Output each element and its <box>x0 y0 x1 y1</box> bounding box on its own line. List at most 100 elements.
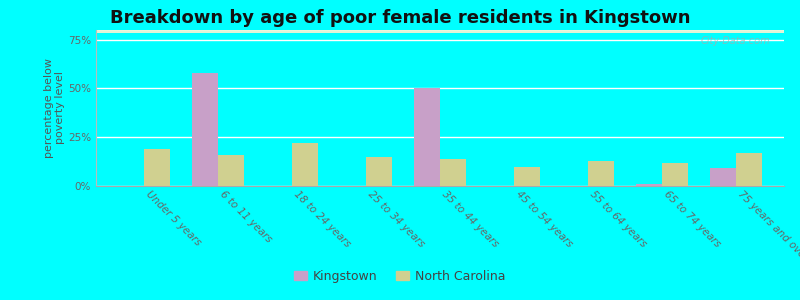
Bar <box>96 31 784 32</box>
Bar <box>440 159 466 186</box>
Bar <box>96 31 784 32</box>
Bar <box>96 30 784 32</box>
Text: Breakdown by age of poor female residents in Kingstown: Breakdown by age of poor female resident… <box>110 9 690 27</box>
Bar <box>96 30 784 32</box>
Bar <box>514 167 540 186</box>
Bar <box>96 30 784 31</box>
Bar <box>96 31 784 33</box>
Bar <box>96 32 784 33</box>
Bar <box>96 31 784 32</box>
Bar <box>96 30 784 32</box>
Bar <box>96 31 784 32</box>
Bar <box>96 32 784 33</box>
Bar <box>96 31 784 32</box>
Bar <box>96 31 784 32</box>
Bar <box>414 88 440 186</box>
Bar <box>96 31 784 33</box>
Bar <box>96 31 784 33</box>
Bar <box>96 31 784 33</box>
Bar <box>366 157 392 186</box>
Y-axis label: percentage below
poverty level: percentage below poverty level <box>44 58 66 158</box>
Bar <box>96 31 784 33</box>
Bar <box>96 30 784 32</box>
Bar <box>96 31 784 32</box>
Bar <box>96 30 784 31</box>
Bar <box>96 31 784 32</box>
Bar <box>96 31 784 32</box>
Bar <box>96 31 784 32</box>
Bar <box>96 32 784 33</box>
Bar <box>96 31 784 32</box>
Bar <box>96 31 784 33</box>
Bar <box>96 30 784 32</box>
Bar <box>96 32 784 33</box>
Bar <box>96 31 784 32</box>
Bar <box>96 30 784 32</box>
Bar <box>96 32 784 33</box>
Bar <box>96 31 784 32</box>
Bar <box>96 32 784 33</box>
Bar <box>96 30 784 32</box>
Bar <box>96 31 784 32</box>
Bar <box>96 31 784 33</box>
Bar <box>96 31 784 33</box>
Bar <box>96 32 784 33</box>
Bar <box>96 30 784 32</box>
Bar <box>96 31 784 32</box>
Bar <box>96 31 784 33</box>
Bar <box>96 30 784 31</box>
Bar <box>96 31 784 33</box>
Bar <box>96 32 784 33</box>
Bar <box>96 30 784 32</box>
Bar <box>96 31 784 33</box>
Bar <box>96 32 784 33</box>
Bar <box>96 30 784 32</box>
Bar <box>710 168 736 186</box>
Bar <box>218 155 244 186</box>
Bar <box>96 31 784 32</box>
Bar <box>96 31 784 32</box>
Bar <box>96 31 784 32</box>
Bar <box>96 31 784 33</box>
Bar <box>96 30 784 32</box>
Bar <box>662 163 688 186</box>
Legend: Kingstown, North Carolina: Kingstown, North Carolina <box>290 265 510 288</box>
Bar <box>96 30 784 32</box>
Bar <box>96 31 784 33</box>
Bar <box>96 31 784 32</box>
Bar <box>96 31 784 33</box>
Bar <box>96 31 784 33</box>
Bar <box>96 30 784 32</box>
Bar <box>96 31 784 32</box>
Bar <box>588 161 614 186</box>
Bar <box>96 31 784 33</box>
Bar <box>96 31 784 32</box>
Bar <box>96 31 784 33</box>
Bar <box>96 31 784 33</box>
Bar <box>96 31 784 33</box>
Bar <box>96 31 784 33</box>
Bar <box>636 184 662 186</box>
Bar <box>96 31 784 32</box>
Bar <box>96 31 784 33</box>
Bar <box>96 31 784 32</box>
Bar <box>96 30 784 32</box>
Bar <box>96 30 784 32</box>
Bar <box>96 31 784 32</box>
Bar <box>96 31 784 33</box>
Bar <box>736 153 762 186</box>
Bar <box>96 31 784 32</box>
Bar <box>96 30 784 32</box>
Bar <box>96 31 784 32</box>
Bar <box>292 143 318 186</box>
Bar <box>96 30 784 32</box>
Bar <box>96 32 784 33</box>
Text: City-Data.com: City-Data.com <box>701 36 770 46</box>
Bar <box>96 31 784 33</box>
Bar <box>96 31 784 32</box>
Bar <box>96 31 784 32</box>
Bar <box>96 30 784 31</box>
Bar <box>96 30 784 31</box>
Bar <box>144 149 170 186</box>
Bar <box>96 32 784 33</box>
